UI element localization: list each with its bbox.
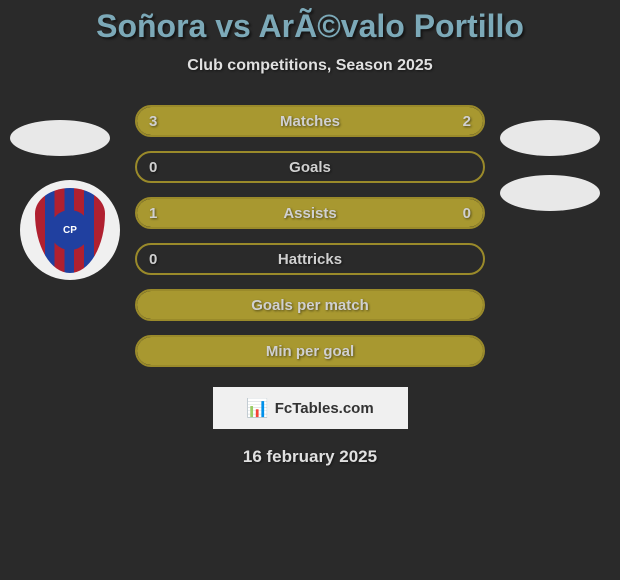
chart-icon: 📊 [246, 398, 268, 419]
subtitle: Club competitions, Season 2025 [0, 57, 620, 75]
fctables-logo[interactable]: 📊 FcTables.com [213, 387, 408, 429]
stat-bar-goals: 0Goals [135, 151, 485, 183]
comparison-title: Soñora vs ArÃ©valo Portillo [0, 0, 620, 45]
stat-value-right: 0 [463, 205, 471, 222]
club-badge: CP [20, 180, 120, 280]
player-avatar-right-1 [500, 120, 600, 156]
stat-bar-min-per-goal: Min per goal [135, 335, 485, 367]
logo-text: FcTables.com [275, 400, 374, 417]
stat-label: Hattricks [137, 251, 483, 268]
stat-value-right: 2 [463, 113, 471, 130]
stat-label: Min per goal [137, 343, 483, 360]
player-avatar-left [10, 120, 110, 156]
stat-bar-assists: 1Assists0 [135, 197, 485, 229]
date: 16 february 2025 [0, 447, 620, 467]
stat-bar-matches: 3Matches2 [135, 105, 485, 137]
stat-bar-hattricks: 0Hattricks [135, 243, 485, 275]
shield-icon: CP [35, 188, 105, 273]
stat-bar-goals-per-match: Goals per match [135, 289, 485, 321]
stat-label: Goals [137, 159, 483, 176]
player-avatar-right-2 [500, 175, 600, 211]
stat-label: Assists [137, 205, 483, 222]
stat-label: Matches [137, 113, 483, 130]
stat-label: Goals per match [137, 297, 483, 314]
